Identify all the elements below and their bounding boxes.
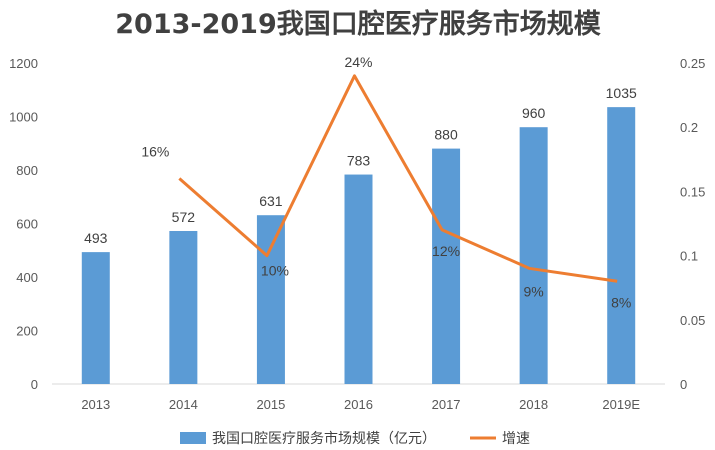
x-tick-label: 2016 <box>344 397 373 412</box>
y-left-tick-label: 600 <box>16 217 38 232</box>
growth-line <box>178 74 618 283</box>
line-data-label: 9% <box>524 283 544 299</box>
line-data-label: 12% <box>432 243 460 259</box>
bar-data-label: 1035 <box>606 85 637 101</box>
x-tick-label: 2017 <box>432 397 461 412</box>
bar <box>519 127 548 384</box>
y-left-tick-label: 200 <box>16 324 38 339</box>
plot-area: 0 200 400 600 800 1000 1200 0 0.05 0.1 0.15 0.2 0.25… <box>9 54 705 446</box>
line-data-label: 24% <box>344 54 372 70</box>
y-right-tick-label: 0.1 <box>680 249 698 264</box>
line-data-label: 16% <box>141 144 169 160</box>
bar <box>607 107 636 384</box>
bar <box>432 148 461 384</box>
legend-bar-label: 我国口腔医疗服务市场规模（亿元） <box>212 430 436 446</box>
bar-data-label: 880 <box>434 127 458 143</box>
y-left-tick-label: 1000 <box>9 110 38 125</box>
bar <box>256 215 285 384</box>
bar-data-label: 960 <box>522 105 546 121</box>
x-tick-label: 2013 <box>81 397 110 412</box>
legend-bar-swatch <box>180 432 206 444</box>
y-right-tick-label: 0 <box>680 377 687 392</box>
y-right-tick-label: 0.05 <box>680 313 705 328</box>
legend-line-label: 增速 <box>502 430 530 446</box>
x-tick-label: 2018 <box>519 397 548 412</box>
y-right-tick-label: 0.15 <box>680 184 705 199</box>
x-tick-label: 2019E <box>602 397 640 412</box>
y-left-tick-label: 0 <box>31 377 38 392</box>
y-left-tick-label: 800 <box>16 163 38 178</box>
bar <box>169 230 198 384</box>
line-data-label: 8% <box>611 294 631 310</box>
y-right-tick-label: 0.25 <box>680 56 705 71</box>
y-right-tick-label: 0.2 <box>680 120 698 135</box>
bar <box>81 252 110 384</box>
chart-title: 2013-2019我国口腔医疗服务市场规模 <box>115 8 601 40</box>
x-tick-label: 2015 <box>256 397 285 412</box>
bar <box>344 174 373 384</box>
x-tick-label: 2014 <box>169 397 198 412</box>
bar-data-label: 631 <box>259 193 283 209</box>
line-data-label: 10% <box>261 263 289 279</box>
bar-data-label: 572 <box>172 209 196 225</box>
y-left-tick-label: 1200 <box>9 56 38 71</box>
y-left-tick-label: 400 <box>16 270 38 285</box>
bar-data-label: 493 <box>84 230 108 246</box>
bar-data-label: 783 <box>347 153 371 169</box>
